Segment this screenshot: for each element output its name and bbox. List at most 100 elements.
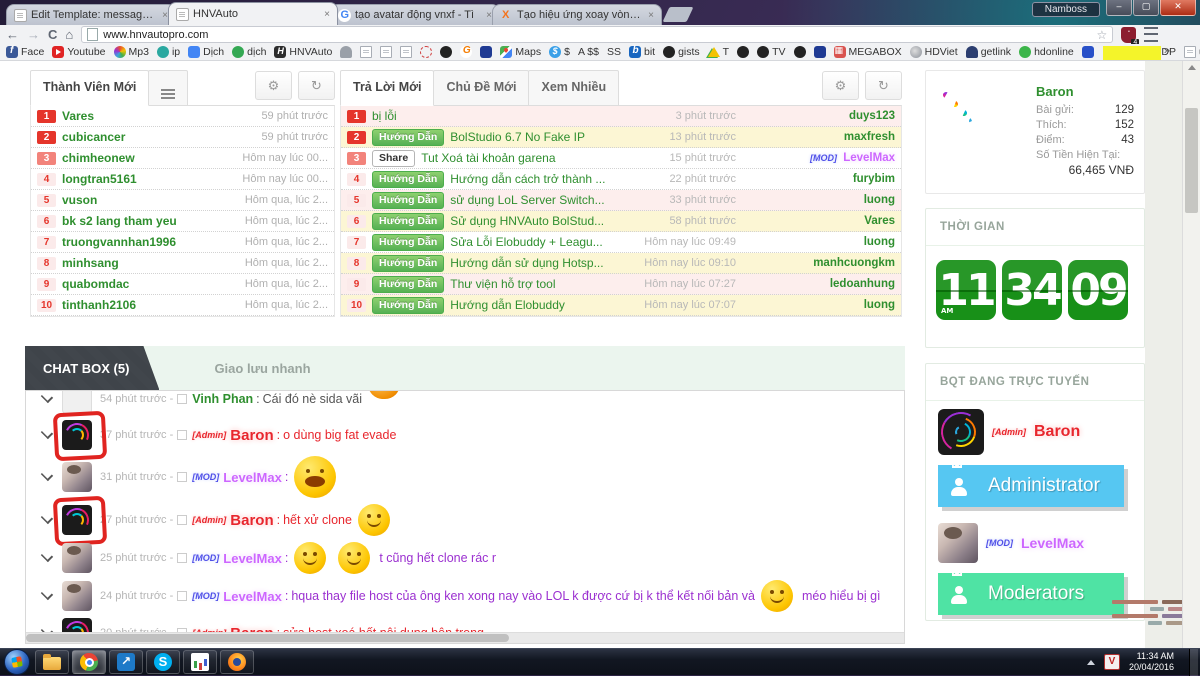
home-icon[interactable]: ⌂ [65,27,74,42]
bookmark-item[interactable] [420,46,433,58]
admin-name-link[interactable]: Baron [1034,423,1081,440]
adblock-shield-icon[interactable]: 4 [1121,26,1140,46]
chat-checkbox[interactable] [177,472,188,482]
minimize-button[interactable]: – [1106,0,1132,16]
browser-tab-hnvauto[interactable]: HNVAuto × [168,2,338,25]
bookmark-item[interactable]: SS [607,46,621,58]
scrollbar-thumb[interactable] [1185,108,1198,213]
thread-title-link[interactable]: Tut Xoá tài khoản garena [421,151,556,165]
bookmark-item[interactable]: gists [663,46,700,58]
chat-checkbox[interactable] [177,515,188,525]
bookmark-item[interactable]: A $$ [578,46,599,58]
mod-name-link[interactable]: LevelMax [1021,535,1085,551]
browser-tab-edit-template[interactable]: Edit Template: message_u × [6,4,176,25]
author-link[interactable]: LevelMax [843,152,895,164]
chat-user-link[interactable]: Vinh Phan [192,392,254,406]
bookmark-item[interactable]: HDViet [909,46,958,58]
chevron-down-icon[interactable] [40,587,54,601]
chat-checkbox[interactable] [177,430,188,440]
chat-user-link[interactable]: Baron [230,511,274,529]
chat-user-link[interactable]: Baron [230,426,274,444]
member-name-link[interactable]: longtran5161 [62,172,137,186]
taskbar-firefox[interactable] [220,650,254,674]
chevron-down-icon[interactable] [40,468,54,482]
chat-checkbox[interactable] [177,591,188,601]
bookmark-item[interactable]: HNVAuto [274,46,332,58]
tab-xem-nhieu[interactable]: Xem Nhiều [528,70,620,106]
chat-box-tab[interactable]: CHAT BOX (5) [25,346,159,390]
thread-title-link[interactable]: bị lỗi [372,109,397,123]
members-settings-button[interactable]: ⚙ [255,71,292,100]
levelmax-avatar[interactable] [938,523,978,563]
browser-tab-avatar[interactable]: tạo avatar động vnxf - Tì × [330,4,500,25]
taskbar-clock[interactable]: 11:34 AM 20/04/2016 [1129,651,1174,674]
bookmark-item[interactable] [813,46,826,58]
bookmark-item[interactable]: dịch [232,46,266,58]
chat-checkbox[interactable] [177,394,188,404]
chat-user-link[interactable]: LevelMax [223,588,282,604]
chat-avatar[interactable] [62,581,92,611]
maximize-button[interactable]: ▢ [1133,0,1159,16]
bookmark-item[interactable] [737,46,750,58]
baron-avatar-small[interactable] [936,407,986,457]
chevron-down-icon[interactable] [40,549,54,563]
tab-close-icon[interactable]: × [162,9,168,21]
close-button[interactable]: ✕ [1160,0,1196,16]
forward-icon[interactable]: → [27,27,40,42]
bookmark-item[interactable] [460,45,473,58]
member-name-link[interactable]: cubicancer [62,130,126,144]
member-name-link[interactable]: minhsang [62,256,119,270]
bookmark-star-icon[interactable]: ☆ [1096,27,1108,42]
chat-avatar[interactable] [52,410,108,462]
browser-menu-icon[interactable] [1144,27,1159,42]
taskbar-chrome[interactable] [72,650,106,674]
tab-close-icon[interactable]: × [648,9,654,21]
show-desktop-button[interactable] [1189,648,1198,676]
member-name-link[interactable]: vuson [62,193,98,207]
moderators-banner[interactable]: Moderators [938,571,1124,615]
member-name-link[interactable]: quabomdac [62,277,130,291]
bookmark-item[interactable] [480,46,493,58]
browser-tab-hieu-ung[interactable]: Tạo hiệu ứng xoay vòng a × [492,4,662,25]
author-link[interactable]: luong [863,236,895,248]
thread-title-link[interactable]: BolStudio 6.7 No Fake IP [450,130,585,144]
back-icon[interactable]: ← [6,27,19,42]
bookmark-item[interactable]: Maps [500,46,541,58]
bookmark-item[interactable]: $ [549,46,570,58]
thread-title-link[interactable]: Hướng dẫn Elobuddy [450,298,565,312]
chat-avatar[interactable] [62,391,92,414]
threads-refresh-button[interactable]: ↻ [865,71,902,100]
bookmark-item[interactable]: T [708,46,729,58]
threads-settings-button[interactable]: ⚙ [822,71,859,100]
bookmark-item[interactable] [440,46,453,58]
bookmark-item[interactable] [400,46,413,58]
bookmark-item[interactable]: Mp3 [113,46,149,58]
page-scrollbar[interactable] [1182,60,1200,648]
chevron-down-icon[interactable] [40,391,54,404]
thread-title-link[interactable]: Hướng dẫn cách trở thành ... [450,172,605,186]
bookmark-item[interactable] [793,46,806,58]
chat-avatar[interactable] [52,495,108,547]
tab-tra-loi-moi[interactable]: Trả Lời Mới [340,70,435,106]
chevron-down-icon[interactable] [40,511,54,525]
profile-name-link[interactable]: Baron [1036,84,1074,99]
bookmark-item[interactable]: Dịch [188,46,224,58]
taskbar-explorer[interactable] [35,650,69,674]
chevron-down-icon[interactable] [40,426,54,440]
chat-avatar[interactable] [62,462,92,492]
bookmark-item[interactable] [360,46,373,58]
bookmark-item[interactable]: up anh [1183,46,1200,58]
scrollbar-thumb[interactable] [26,634,509,642]
new-tab-button[interactable] [662,7,694,22]
chat-user-link[interactable]: LevelMax [223,469,282,485]
author-link[interactable]: furybim [852,173,895,185]
thread-title-link[interactable]: sử dụng LoL Server Switch... [450,193,605,207]
administrator-banner[interactable]: Administrator [938,463,1124,507]
member-name-link[interactable]: chimheonew [62,151,135,165]
chat-checkbox[interactable] [177,553,188,563]
tab-chu-de-moi[interactable]: Chủ Đề Mới [433,70,530,106]
tab-close-icon[interactable]: × [486,9,492,21]
tab-thanh-vien-moi[interactable]: Thành Viên Mới [30,70,150,106]
thread-title-link[interactable]: Sửa Lỗi Elobuddy + Leagu... [450,235,603,249]
member-name-link[interactable]: tinthanh2106 [62,298,137,312]
